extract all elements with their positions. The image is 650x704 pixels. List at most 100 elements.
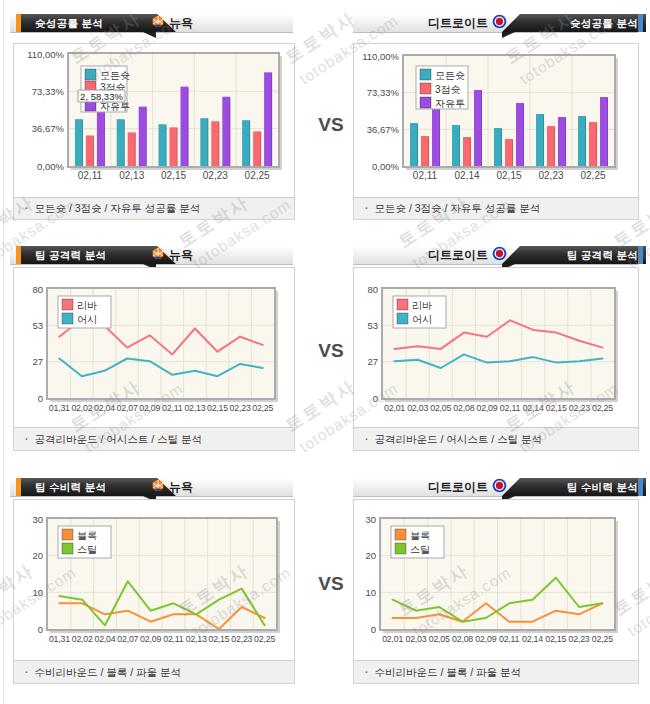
team-name: 뉴욕 [169, 479, 193, 496]
team-name: 디트로이트 [428, 247, 488, 264]
panel-body: 027538001,3102,0202,0402,0702,0902,1102,… [13, 267, 295, 451]
svg-text:스틸: 스틸 [410, 544, 430, 555]
svg-text:02,11: 02,11 [413, 170, 438, 181]
svg-text:02,14: 02,14 [454, 170, 479, 181]
panel-body: 0,00%36,67%73,33%110,00%02,1102,1302,150… [13, 43, 295, 220]
svg-text:10: 10 [32, 587, 43, 598]
svg-text:02,11: 02,11 [78, 170, 103, 181]
panel-offense-detroit: 디트로이트 팀 공격력 분석 027538002,0102,0302,0502,… [353, 246, 644, 449]
chart-defense-detroit: 010203002,0102,0302,0502,0802,0902,1102,… [354, 500, 638, 661]
knicks-logo-icon [151, 479, 165, 495]
svg-text:36,67%: 36,67% [32, 123, 65, 134]
caption-bullet: · [365, 202, 369, 214]
svg-text:02,09: 02,09 [140, 634, 161, 644]
team-name: 디트로이트 [428, 15, 488, 32]
svg-text:어시: 어시 [77, 314, 97, 325]
panel-title: 팀 수비력 분석 [35, 481, 106, 493]
svg-text:02,25: 02,25 [245, 170, 270, 181]
svg-text:자유투: 자유투 [435, 98, 465, 109]
svg-text:02,15: 02,15 [546, 403, 567, 413]
panel-offense-newyork: 팀 공격력 분석 뉴욕 027538001,3102,0202,0402,070… [10, 246, 293, 449]
panel-caption: ·모든슛 / 3점슛 / 자유투 성공률 분석 [14, 197, 294, 219]
svg-text:02,03: 02,03 [405, 634, 426, 644]
panel-title: 팀 수비력 분석 [567, 481, 638, 493]
svg-text:02,15: 02,15 [161, 170, 186, 181]
accent-stripe [16, 14, 21, 32]
panel-header: 팀 공격력 분석 뉴욕 [10, 246, 293, 265]
svg-text:02,09: 02,09 [139, 403, 160, 413]
caption-text: 모든슛 / 3점슛 / 자유투 성공률 분석 [375, 202, 541, 214]
accent-stripe [638, 246, 643, 264]
panel-shooting-newyork: 슛성공률 분석 뉴욕 0,00%36,67%73,33%110,00%02,11… [10, 14, 293, 218]
svg-text:02,23: 02,23 [569, 403, 590, 413]
panel-defense-detroit: 디트로이트 팀 수비력 분석 010203002,0102,0302,0502,… [353, 478, 644, 686]
svg-text:02,11: 02,11 [162, 403, 183, 413]
caption-text: 수비리바운드 / 블록 / 파울 분석 [375, 666, 521, 678]
accent-stripe [638, 478, 643, 496]
chart-offense-detroit: 027538002,0102,0302,0502,0802,0902,1102,… [354, 268, 638, 428]
panel-title-bar: 팀 공격력 분석 [502, 246, 646, 264]
panel-body: 010203002,0102,0302,0502,0802,0902,1102,… [353, 499, 639, 684]
svg-text:02,23: 02,23 [569, 634, 590, 644]
svg-text:02,04: 02,04 [94, 634, 115, 644]
panel-header: 슛성공률 분석 뉴욕 [10, 14, 293, 33]
panel-body: 027538002,0102,0302,0502,0802,0902,1102,… [353, 267, 639, 451]
chart-defense-newyork: 010203001,3102,0202,0402,0702,0902,1102,… [14, 500, 294, 661]
svg-text:0,00%: 0,00% [37, 161, 64, 172]
svg-text:블록: 블록 [410, 530, 430, 541]
caption-bullet: · [25, 202, 29, 214]
ribbon-fold [502, 32, 515, 38]
page: VS VS VS 슛성공률 분석 뉴욕 0,00%36,67%73,33%110… [0, 0, 650, 704]
svg-text:02,05: 02,05 [430, 403, 451, 413]
svg-text:02,23: 02,23 [230, 403, 251, 413]
team-name: 뉴욕 [169, 247, 193, 264]
svg-text:02,09: 02,09 [475, 634, 496, 644]
chart-shooting-detroit: 0,00%36,67%73,33%110,00%02,1102,1402,150… [354, 44, 638, 198]
svg-text:02,03: 02,03 [407, 403, 428, 413]
vs-label-3: VS [308, 573, 354, 595]
team-label: 뉴욕 [151, 246, 193, 264]
svg-text:36,67%: 36,67% [367, 124, 400, 135]
caption-bullet: · [25, 666, 29, 678]
team-name: 뉴욕 [169, 15, 193, 32]
panel-header: 디트로이트 팀 수비력 분석 [353, 478, 638, 497]
vs-label-1: VS [308, 114, 354, 136]
panel-shooting-detroit: 디트로이트 슛성공률 분석 0,00%36,67%73,33%110,00%02… [353, 14, 644, 218]
caption-text: 공격리바운드 / 어시스트 / 스틸 분석 [375, 433, 542, 445]
knicks-logo-icon [151, 247, 165, 263]
svg-text:02,13: 02,13 [184, 403, 205, 413]
svg-text:02,25: 02,25 [580, 170, 605, 181]
svg-text:02,07: 02,07 [117, 634, 138, 644]
svg-text:3점슛: 3점슛 [435, 84, 461, 95]
team-label: 뉴욕 [151, 478, 193, 496]
panel-caption: ·공격리바운드 / 어시스트 / 스틸 분석 [14, 427, 294, 450]
svg-text:02,01: 02,01 [382, 634, 403, 644]
svg-text:02,07: 02,07 [117, 403, 138, 413]
svg-text:80: 80 [367, 284, 378, 295]
svg-text:02,23: 02,23 [538, 170, 563, 181]
panel-title: 슛성공률 분석 [570, 17, 638, 29]
svg-text:0: 0 [38, 393, 43, 404]
svg-text:27: 27 [367, 356, 378, 367]
left-edge-line [3, 0, 4, 704]
svg-text:02,25: 02,25 [254, 634, 275, 644]
svg-text:02,09: 02,09 [476, 403, 497, 413]
accent-stripe [638, 14, 643, 32]
svg-text:리바: 리바 [77, 300, 97, 311]
svg-text:02,15: 02,15 [208, 634, 229, 644]
panel-title: 슛성공률 분석 [35, 17, 103, 29]
svg-text:10: 10 [365, 587, 376, 598]
svg-text:0: 0 [371, 624, 376, 635]
svg-text:30: 30 [365, 514, 376, 525]
svg-text:53: 53 [32, 320, 43, 331]
team-label: 디트로이트 [428, 478, 507, 496]
panel-title-bar: 슛성공률 분석 [502, 14, 646, 32]
svg-text:02,11: 02,11 [163, 634, 184, 644]
svg-text:02,15: 02,15 [496, 170, 521, 181]
panel-caption: · 모든슛 / 3점슛 / 자유투 성공률 분석 [354, 197, 638, 219]
chart-shooting-newyork: 0,00%36,67%73,33%110,00%02,1102,1302,150… [14, 44, 294, 198]
team-label: 뉴욕 [151, 14, 193, 32]
vs-label-2: VS [308, 340, 354, 362]
panel-title-bar: 팀 수비력 분석 [502, 478, 646, 496]
caption-bullet: · [365, 666, 369, 678]
